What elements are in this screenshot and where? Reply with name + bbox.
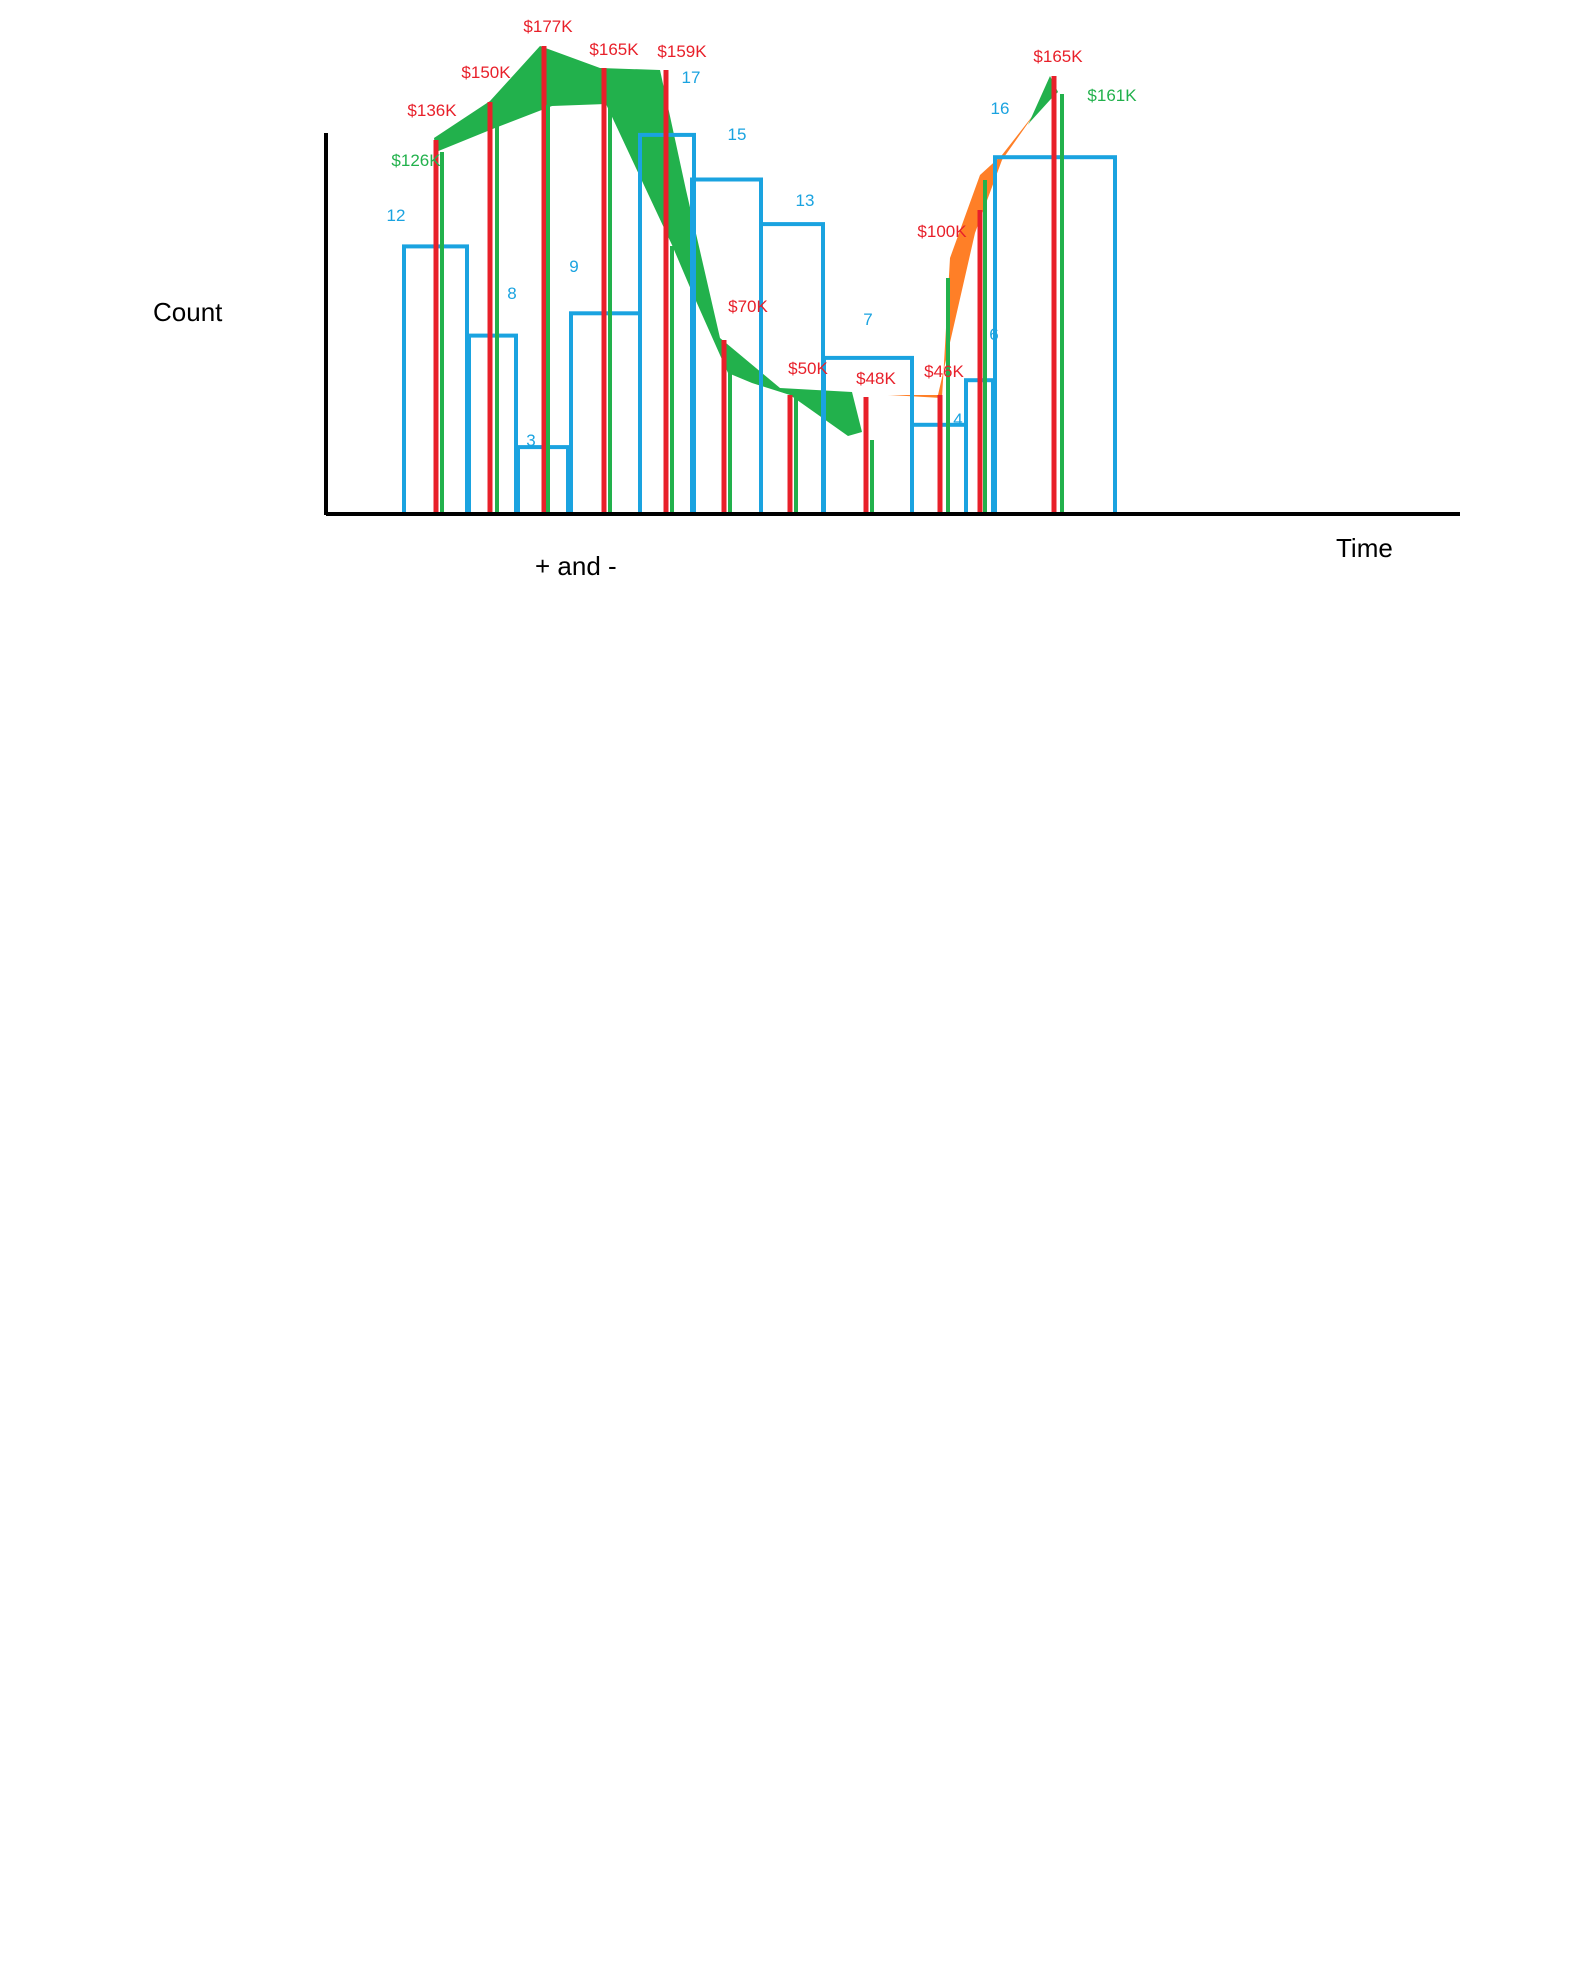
y-axis-label: Count [153, 297, 223, 327]
red-value-label: $177K [523, 17, 573, 36]
orange-band [888, 92, 1050, 398]
green-value-label: $161K [1087, 86, 1137, 105]
green-band-1 [434, 46, 862, 436]
annotation-label: + and - [535, 551, 617, 581]
count-label: 17 [682, 68, 701, 87]
count-label: 6 [989, 325, 998, 344]
red-value-label: $165K [589, 40, 639, 59]
count-label: 9 [569, 257, 578, 276]
green-band-2 [1028, 76, 1058, 125]
count-label: 7 [863, 310, 872, 329]
red-value-label: $48K [856, 369, 896, 388]
value-lines [433, 46, 1064, 514]
red-labels: $136K$150K $177K $165K $159K $70K $50K $48K $46… [407, 17, 1083, 388]
band-layer [434, 46, 1058, 436]
count-label: 8 [507, 284, 516, 303]
red-value-label: $46K [924, 362, 964, 381]
red-value-label: $136K [407, 101, 457, 120]
red-value-label: $159K [657, 42, 707, 61]
red-value-label: $50K [788, 359, 828, 378]
count-label: 4 [953, 410, 962, 429]
red-value-label: $100K [917, 222, 967, 241]
count-bars [402, 132, 1117, 517]
count-label: 15 [728, 125, 747, 144]
green-labels: $126K $161K [391, 86, 1137, 170]
count-label: 12 [387, 206, 406, 225]
count-label: 16 [991, 99, 1010, 118]
red-value-label: $165K [1033, 47, 1083, 66]
x-axis-label: Time [1336, 533, 1393, 563]
count-label: 13 [796, 191, 815, 210]
count-labels: 12 8 3 9 17 15 13 7 4 6 16 [387, 68, 1010, 450]
red-value-label: $150K [461, 63, 511, 82]
red-value-label: $70K [728, 297, 768, 316]
count-label: 3 [526, 431, 535, 450]
green-value-label: $126K [391, 151, 441, 170]
